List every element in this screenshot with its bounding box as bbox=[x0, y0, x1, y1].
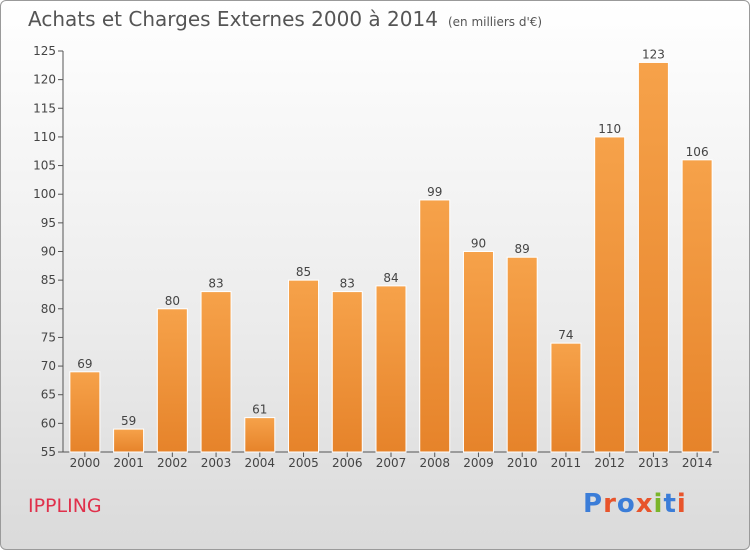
y-tick-label: 105 bbox=[33, 159, 56, 173]
bar bbox=[594, 136, 626, 453]
logo-letter: P bbox=[583, 489, 604, 519]
x-tick-label: 2006 bbox=[332, 456, 363, 470]
data-label: 83 bbox=[208, 277, 223, 291]
bar bbox=[156, 308, 188, 453]
bar bbox=[288, 279, 320, 453]
chart-unit: (en milliers d'€) bbox=[447, 15, 543, 29]
place-name: IPPLING bbox=[28, 495, 102, 517]
y-tick-label: 70 bbox=[41, 359, 56, 373]
data-label: 123 bbox=[642, 47, 665, 61]
x-axis: 2000 2001 2002 2003 2004 2005 2006 2007 2008 2009… bbox=[63, 451, 719, 470]
logo-letter: o bbox=[616, 489, 636, 519]
bar bbox=[113, 428, 145, 453]
x-tick-label: 2000 bbox=[70, 456, 101, 470]
x-tick-label: 2002 bbox=[157, 456, 188, 470]
data-label: 89 bbox=[515, 242, 530, 256]
bar bbox=[69, 371, 101, 453]
bar bbox=[331, 291, 363, 453]
bar bbox=[506, 256, 538, 453]
proxiti-logo[interactable]: Proxiti bbox=[583, 489, 687, 519]
data-label: 99 bbox=[427, 185, 442, 199]
x-tick-label: 2014 bbox=[682, 456, 713, 470]
data-label: 110 bbox=[598, 122, 621, 136]
bars bbox=[69, 61, 713, 453]
x-tick-label: 2010 bbox=[507, 456, 538, 470]
data-label: 80 bbox=[165, 294, 180, 308]
y-tick-label: 65 bbox=[41, 388, 56, 402]
x-tick-label: 2001 bbox=[113, 456, 144, 470]
x-tick-label: 2011 bbox=[551, 456, 582, 470]
bar bbox=[244, 417, 276, 453]
logo-letter: i bbox=[653, 489, 664, 519]
bar bbox=[637, 61, 669, 453]
bar bbox=[375, 285, 407, 453]
chart-title-main: Achats et Charges Externes 2000 à 2014 bbox=[28, 7, 438, 31]
y-tick-label: 115 bbox=[33, 101, 56, 115]
data-label: 74 bbox=[558, 328, 573, 342]
data-label: 61 bbox=[252, 403, 267, 417]
x-tick-label: 2012 bbox=[594, 456, 625, 470]
x-tick-label: 2008 bbox=[419, 456, 450, 470]
y-tick-label: 95 bbox=[41, 216, 56, 230]
y-tick-label: 80 bbox=[41, 302, 56, 316]
bar bbox=[681, 159, 713, 453]
chart-title: Achats et Charges Externes 2000 à 2014 (e… bbox=[28, 7, 542, 31]
y-tick-label: 55 bbox=[41, 445, 56, 459]
data-label: 69 bbox=[77, 357, 92, 371]
y-tick-label: 90 bbox=[41, 245, 56, 259]
logo-letter: x bbox=[635, 489, 654, 519]
x-tick-label: 2013 bbox=[638, 456, 669, 470]
bar bbox=[550, 342, 582, 453]
data-label: 106 bbox=[686, 145, 709, 159]
logo-letter: r bbox=[603, 489, 617, 519]
y-tick-label: 120 bbox=[33, 73, 56, 87]
y-tick-label: 85 bbox=[41, 273, 56, 287]
data-labels: 69 59 80 83 61 85 83 84 99 90 89 74 110 123 106 bbox=[77, 47, 708, 428]
data-label: 90 bbox=[471, 237, 486, 251]
y-tick-label: 125 bbox=[33, 44, 56, 58]
y-tick-label: 60 bbox=[41, 416, 56, 430]
bar bbox=[419, 199, 451, 453]
y-tick-label: 75 bbox=[41, 330, 56, 344]
data-label: 85 bbox=[296, 265, 311, 279]
y-tick-label: 110 bbox=[33, 130, 56, 144]
data-label: 59 bbox=[121, 414, 136, 428]
x-tick-label: 2004 bbox=[245, 456, 276, 470]
x-tick-label: 2009 bbox=[463, 456, 494, 470]
logo-letter: t bbox=[663, 489, 677, 519]
bar bbox=[200, 291, 232, 453]
data-label: 83 bbox=[340, 277, 355, 291]
x-tick-label: 2003 bbox=[201, 456, 232, 470]
x-tick-label: 2005 bbox=[288, 456, 319, 470]
data-label: 84 bbox=[383, 271, 398, 285]
y-tick-label: 100 bbox=[33, 187, 56, 201]
y-axis: 55 60 65 70 75 80 85 90 95 100 105 110 115 120 125 bbox=[33, 44, 64, 459]
bar bbox=[462, 251, 494, 453]
logo-letter: i bbox=[676, 489, 687, 519]
x-tick-label: 2007 bbox=[376, 456, 407, 470]
